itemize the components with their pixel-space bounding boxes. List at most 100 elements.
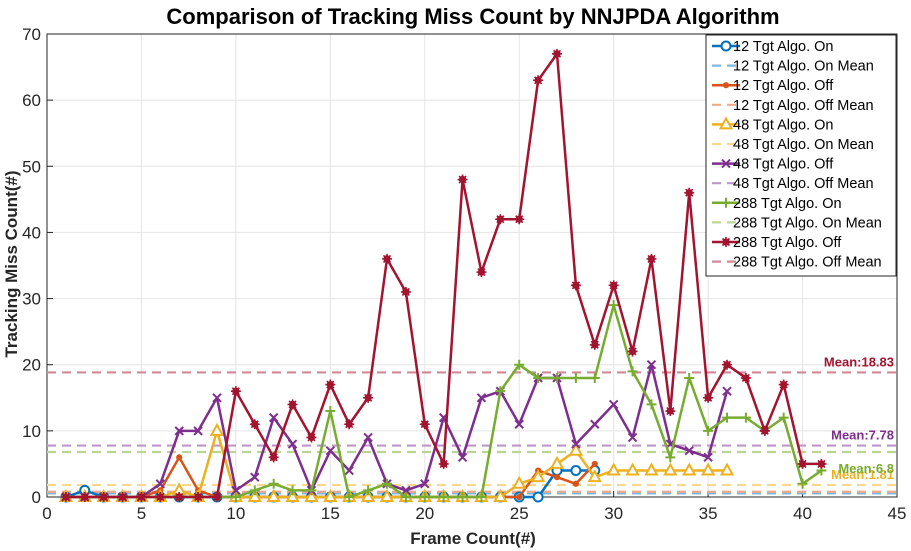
y-tick-label: 20: [22, 356, 41, 375]
plus-marker: [608, 300, 619, 311]
plus-marker: [665, 452, 676, 463]
star-marker-spokes: [98, 492, 109, 502]
x-tick-label: 45: [888, 504, 907, 523]
mean-label: Mean:1.81: [831, 467, 894, 482]
plus-marker: [722, 412, 732, 423]
triangle-marker: [700, 462, 716, 476]
plus-marker: [721, 197, 731, 208]
x-marker: [344, 465, 354, 476]
x-marker: [457, 452, 468, 463]
y-tick-label: 40: [22, 223, 41, 242]
x-marker: [608, 399, 619, 410]
star-marker-spokes: [438, 458, 449, 469]
x-marker: [514, 419, 524, 429]
x-marker: [590, 419, 600, 429]
star-marker-spokes: [495, 214, 506, 225]
star-marker-spokes: [646, 253, 657, 264]
star-marker-spokes: [382, 253, 392, 264]
star-marker-spokes: [155, 492, 166, 502]
y-tick-label: 0: [32, 488, 41, 507]
y-axis-title: Tracking Miss Count(#): [2, 170, 21, 357]
star-marker-spokes: [589, 339, 600, 350]
plus-marker: [627, 366, 638, 377]
legend-item: 48 Tgt Algo. On Mean: [712, 137, 874, 153]
star-marker-spokes: [117, 492, 128, 502]
triangle-marker: [247, 488, 262, 502]
star-marker-spokes: [627, 346, 638, 357]
legend-item: 48 Tgt Algo. On: [712, 116, 834, 133]
x-axis-title: Frame Count(#): [410, 529, 536, 548]
star-marker-spokes: [287, 399, 298, 410]
triangle-marker: [304, 488, 319, 502]
plus-marker: [703, 425, 714, 436]
plus-marker: [230, 492, 241, 502]
triangle-marker: [644, 462, 659, 476]
x-marker: [155, 479, 166, 489]
legend-label: 12 Tgt Algo. On: [733, 39, 834, 55]
point-marker: [572, 480, 579, 487]
legend-label: 12 Tgt Algo. Off: [733, 78, 834, 94]
x-marker: [231, 485, 241, 496]
plus-marker: [344, 492, 355, 502]
plus-marker: [778, 412, 789, 423]
legend-item: 288 Tgt Algo. On: [712, 196, 842, 212]
triangle-marker: [379, 488, 395, 502]
legend-box: [705, 34, 897, 277]
plus-marker: [589, 372, 600, 383]
triangle-marker: [663, 462, 678, 476]
y-tick-label: 70: [22, 25, 41, 44]
series-10: [60, 48, 827, 502]
star-marker-spokes: [79, 492, 90, 502]
x-marker: [646, 360, 657, 370]
plus-marker: [533, 372, 544, 383]
x-marker: [627, 432, 638, 443]
triangle-marker: [568, 442, 584, 456]
legend-item: 288 Tgt Algo. Off: [712, 235, 842, 251]
triangle-marker: [209, 422, 225, 436]
plus-marker: [306, 485, 317, 496]
legend-label: 12 Tgt Algo. Off Mean: [733, 98, 874, 114]
triangle-marker: [493, 488, 508, 502]
triangle-marker: [606, 462, 621, 476]
x-marker: [325, 445, 336, 456]
plus-marker: [476, 492, 487, 502]
plus-marker: [400, 492, 411, 502]
x-marker: [401, 485, 411, 496]
x-tick-label: 15: [321, 504, 340, 523]
star-marker-spokes: [174, 492, 185, 502]
star-marker-spokes: [514, 214, 525, 225]
triangle-marker: [625, 462, 640, 476]
x-marker: [721, 158, 731, 169]
legend-label: 48 Tgt Algo. Off: [733, 157, 834, 173]
x-marker: [212, 393, 222, 403]
legend-label: 288 Tgt Algo. On: [733, 196, 842, 212]
star-marker-spokes: [722, 359, 732, 370]
x-marker: [193, 426, 203, 436]
plus-marker: [552, 372, 562, 383]
y-tick-label: 30: [22, 290, 41, 309]
legend-item: 48 Tgt Algo. Off: [712, 157, 834, 173]
x-marker: [571, 439, 581, 449]
y-tick-label: 50: [22, 157, 41, 176]
star-marker-spokes: [249, 419, 260, 430]
x-marker: [287, 439, 298, 449]
legend-item: 12 Tgt Algo. Off Mean: [712, 98, 874, 114]
plus-marker: [740, 412, 751, 423]
plus-marker: [514, 359, 525, 370]
x-marker: [268, 412, 279, 423]
x-marker: [420, 479, 430, 489]
star-marker-spokes: [400, 286, 411, 297]
triangle-marker: [530, 469, 546, 483]
star-marker-spokes: [759, 425, 770, 436]
legend-item: 288 Tgt Algo. Off Mean: [712, 255, 882, 271]
chart-title: Comparison of Tracking Miss Count by NNJ…: [166, 4, 779, 29]
legend-item: 288 Tgt Algo. On Mean: [712, 215, 882, 231]
plus-marker: [268, 478, 279, 489]
x-tick-label: 0: [42, 504, 51, 523]
point-marker: [176, 454, 183, 461]
plus-marker: [419, 492, 430, 502]
star-marker-spokes: [60, 492, 71, 502]
star-marker-spokes: [306, 432, 317, 443]
plus-marker: [287, 485, 298, 496]
